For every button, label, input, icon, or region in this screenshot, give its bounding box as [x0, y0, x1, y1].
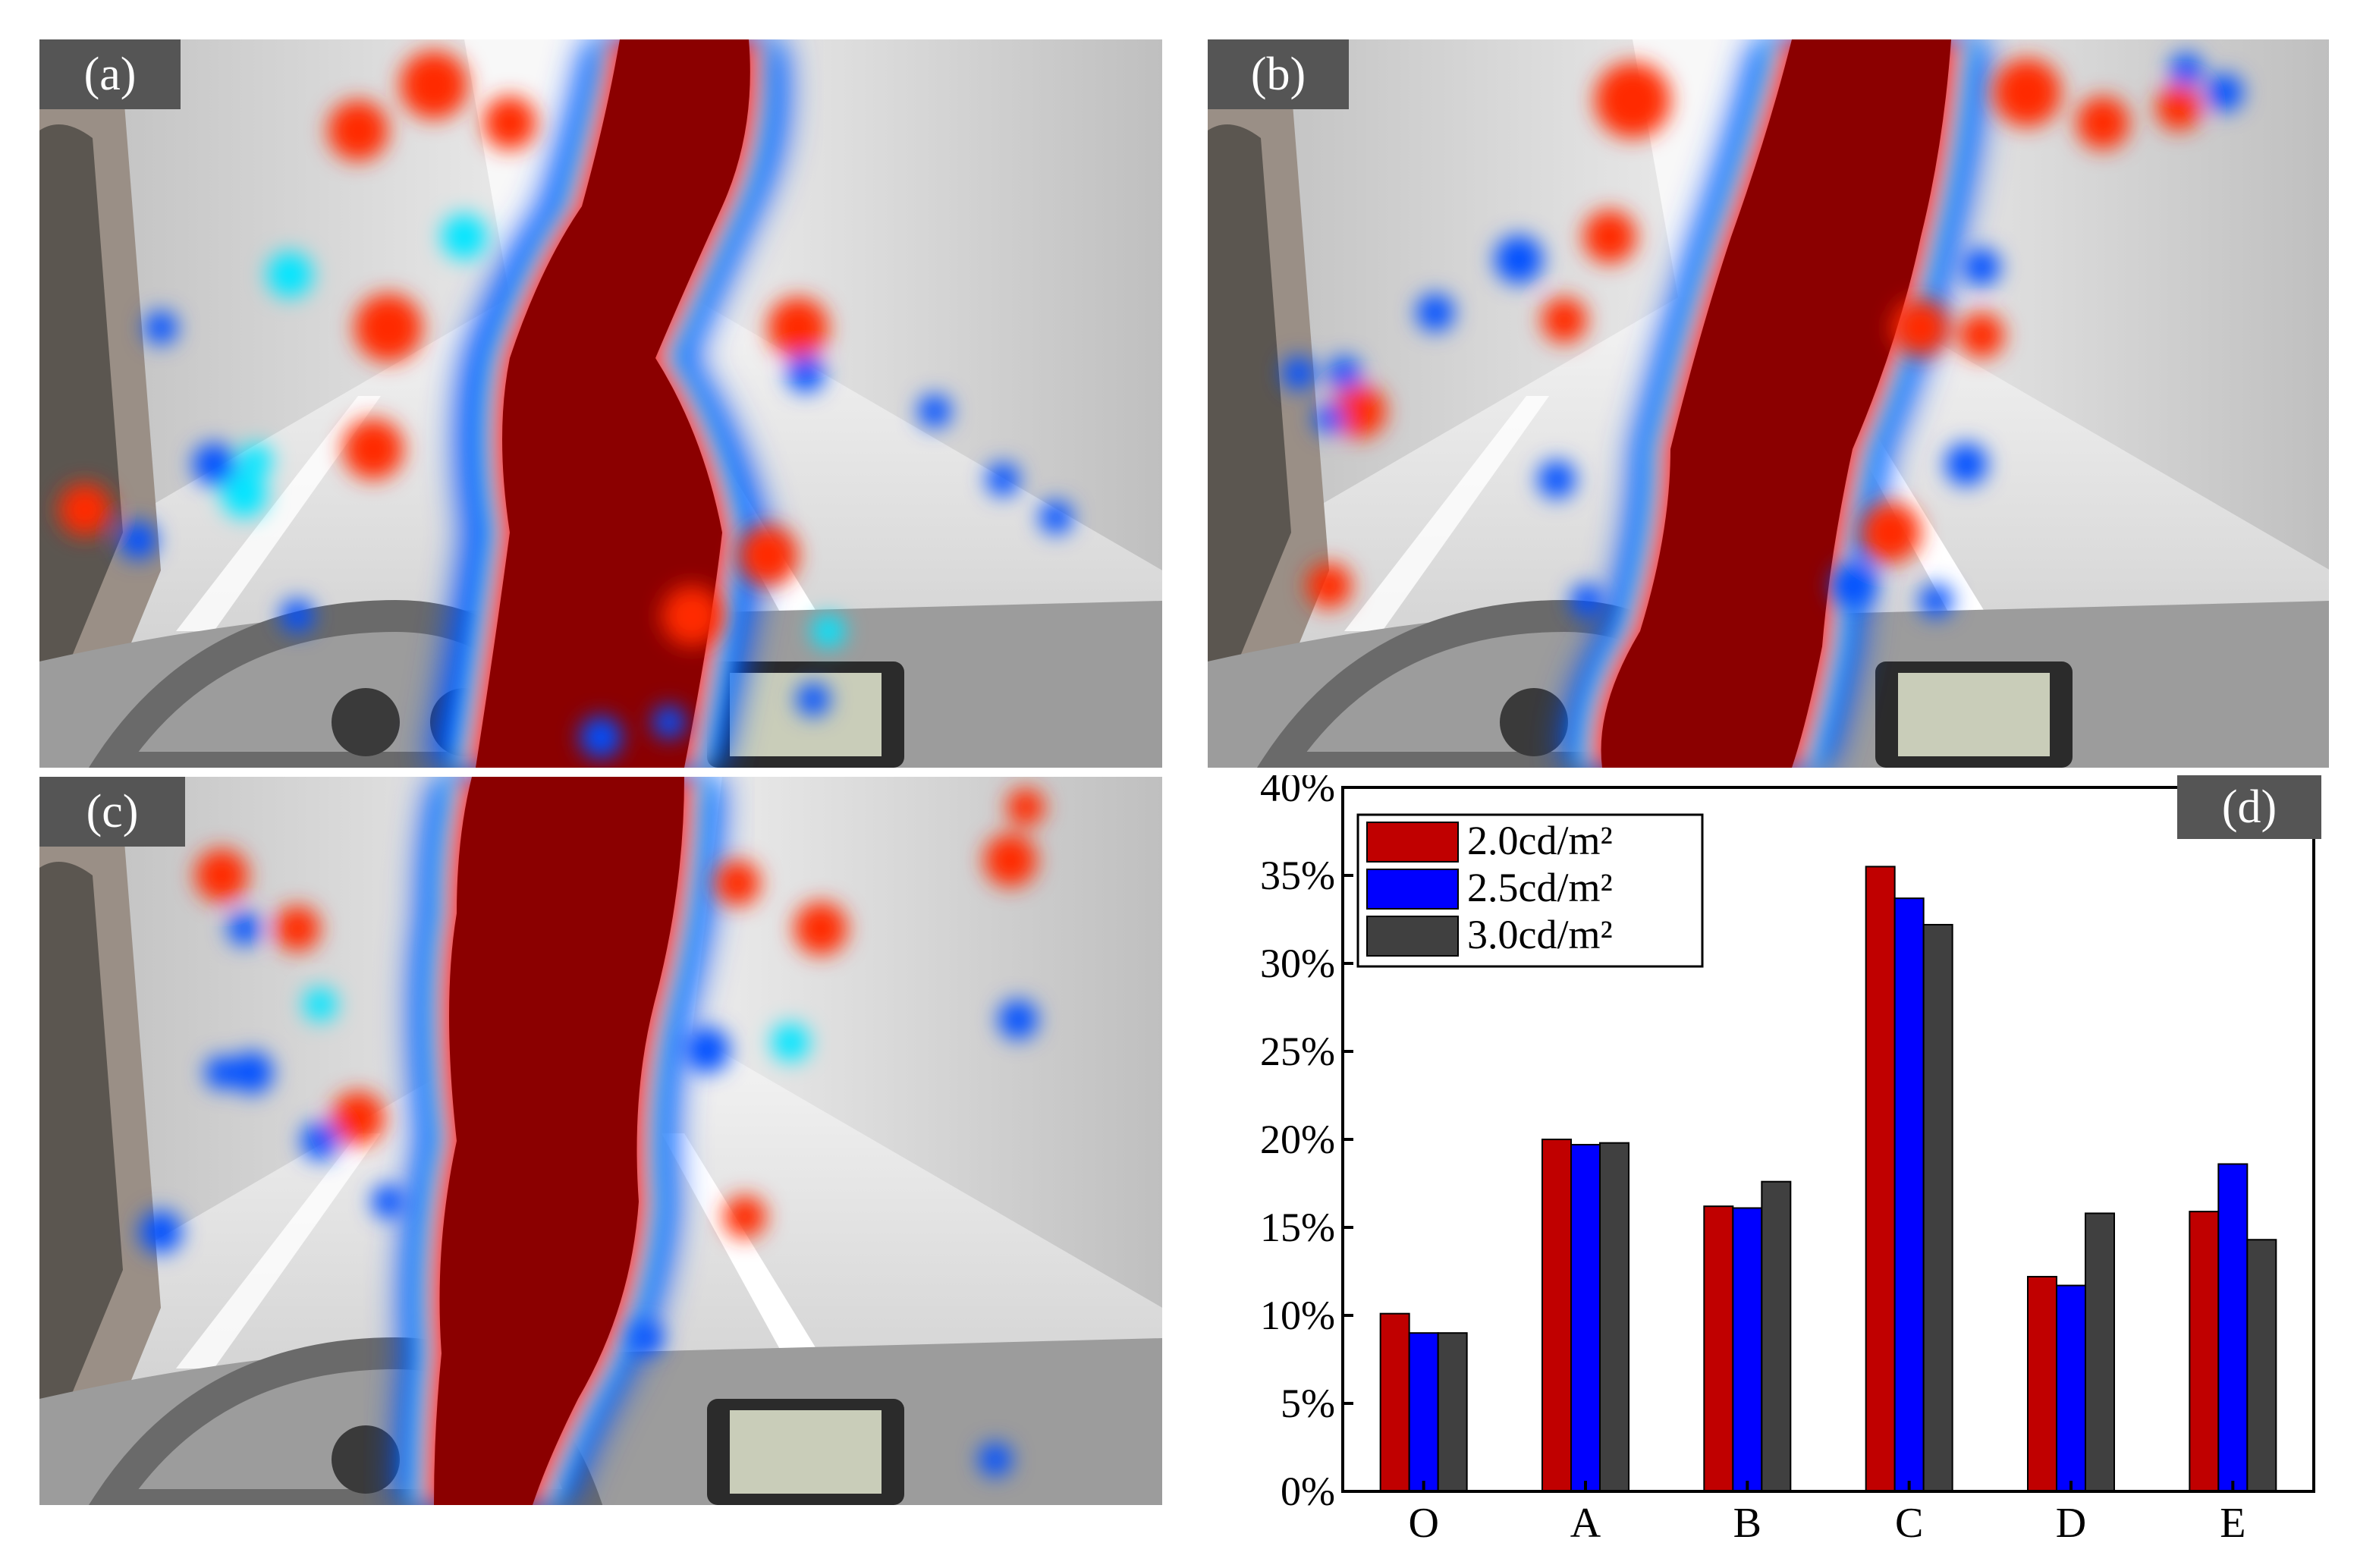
legend-label: 2.5cd/m² — [1467, 865, 1613, 910]
heatmap-panel-b: (b) — [1208, 39, 2329, 768]
heatmap-panel-a: (a) — [39, 39, 1162, 768]
legend: 2.0cd/m²2.5cd/m²3.0cd/m² — [1356, 813, 1704, 968]
bar — [2085, 1212, 2115, 1492]
bar — [1732, 1207, 1763, 1492]
x-tick-label: D — [2056, 1500, 2086, 1547]
y-tick-label: 35% — [1260, 853, 1335, 898]
panel-label-d: (d) — [2177, 775, 2321, 839]
bar — [1541, 1139, 1572, 1492]
panel-label-c: (c) — [39, 777, 185, 847]
y-tick-label: 0% — [1281, 1469, 1335, 1514]
x-tick-label: C — [1895, 1500, 1923, 1547]
x-tick-label: A — [1570, 1500, 1601, 1547]
legend-label: 3.0cd/m² — [1467, 912, 1613, 957]
y-tick-label: 20% — [1260, 1117, 1335, 1162]
bar — [2246, 1239, 2277, 1492]
x-tick-label: E — [2220, 1500, 2245, 1547]
bar — [2027, 1275, 2057, 1493]
legend-label: 2.0cd/m² — [1467, 818, 1613, 863]
y-tick-label: 10% — [1260, 1293, 1335, 1338]
bar-chart-svg: 0% 5% 10% 15% 20% 25% 30% 35% 40% O A B C D E 2.0cd/m… — [1260, 765, 2315, 1547]
y-tick-label: 5% — [1281, 1381, 1335, 1426]
bar — [1761, 1180, 1792, 1492]
x-tick-label: O — [1408, 1500, 1438, 1547]
y-tick-label: 40% — [1260, 775, 1335, 810]
bar — [1437, 1332, 1468, 1493]
y-tick-label: 15% — [1260, 1205, 1335, 1250]
plot-frame — [1341, 786, 2315, 1493]
y-axis: 0% 5% 10% 15% 20% 25% 30% 35% 40% — [1260, 765, 1353, 1514]
bar — [2056, 1284, 2086, 1492]
bar — [1893, 897, 1925, 1493]
legend-swatch — [1366, 869, 1459, 910]
legend-swatch — [1366, 916, 1459, 957]
y-tick-label: 25% — [1260, 1029, 1335, 1074]
bars — [1379, 866, 2277, 1493]
bar — [1570, 1143, 1601, 1492]
x-tick-label: B — [1733, 1500, 1761, 1547]
bar — [1922, 923, 1953, 1492]
legend-swatch — [1366, 822, 1459, 863]
panel-label-b: (b) — [1208, 39, 1349, 109]
bar — [1865, 866, 1896, 1492]
heatmap-panel-c: (c) — [39, 777, 1162, 1505]
bar — [1703, 1205, 1734, 1492]
bar — [1599, 1142, 1629, 1492]
y-tick-label: 30% — [1260, 941, 1335, 986]
bar — [1408, 1332, 1439, 1493]
bar — [2217, 1163, 2249, 1492]
bar — [1379, 1312, 1410, 1492]
bar-chart: 0% 5% 10% 15% 20% 25% 30% 35% 40% O A B C D E 2.0cd/m… — [1206, 765, 2359, 1549]
panel-label-a: (a) — [39, 39, 181, 109]
bar — [2189, 1211, 2220, 1492]
